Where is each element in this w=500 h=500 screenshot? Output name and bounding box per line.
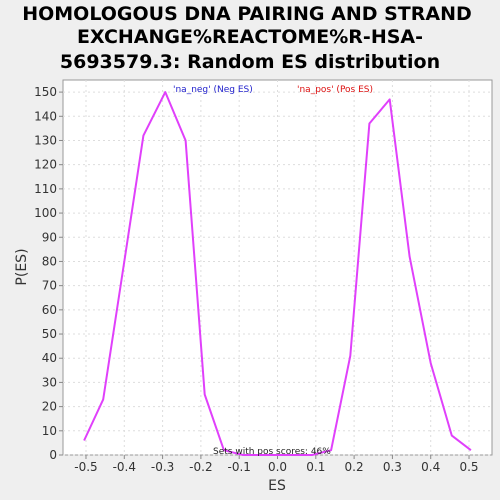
x-tick-label: -0.2 <box>189 460 212 474</box>
x-tick-label: 0.0 <box>268 460 287 474</box>
es-distribution-line <box>83 91 472 456</box>
y-tick-label: 70 <box>42 279 57 293</box>
y-tick-label: 110 <box>34 182 57 196</box>
x-tick-label: -0.4 <box>113 460 136 474</box>
y-tick-label: 30 <box>42 375 57 389</box>
x-tick-label: 0.1 <box>306 460 325 474</box>
x-axis-label: ES <box>268 478 286 494</box>
grid <box>63 80 492 456</box>
y-axis-label: P(ES) <box>14 248 30 285</box>
x-tick-label: -0.3 <box>151 460 174 474</box>
y-tick-label: 10 <box>42 424 57 438</box>
legend-entry-neg: 'na_neg' (Neg ES) <box>173 85 253 95</box>
x-axis-ticks: -0.5 -0.4 -0.3 -0.2 -0.1 0.0 0.1 0.2 0.3 0.4 0.5 <box>74 455 479 474</box>
series-layer <box>83 91 472 456</box>
y-tick-label: 90 <box>42 230 57 244</box>
chart-title-line-2: EXCHANGE%REACTOME%R-HSA- <box>77 26 423 48</box>
y-tick-label: 40 <box>42 351 57 365</box>
x-tick-label: -0.1 <box>227 460 250 474</box>
y-tick-label: 80 <box>42 254 57 268</box>
y-tick-label: 0 <box>49 448 57 462</box>
x-tick-label: 0.2 <box>345 460 364 474</box>
y-tick-label: 50 <box>42 327 57 341</box>
x-tick-label: -0.5 <box>74 460 97 474</box>
y-tick-label: 60 <box>42 303 57 317</box>
x-tick-label: 0.4 <box>421 460 440 474</box>
x-tick-label: 0.3 <box>383 460 402 474</box>
y-tick-label: 20 <box>42 400 57 414</box>
y-tick-label: 140 <box>34 109 57 123</box>
y-tick-label: 150 <box>34 85 57 99</box>
y-axis-ticks: 0 10 20 30 40 50 60 70 80 90 100 110 120 130 140 150 <box>34 85 63 462</box>
plot-area <box>62 79 493 456</box>
pos-scores-annotation: Sets with pos scores: 46% <box>213 447 331 457</box>
legend-entry-pos: 'na_pos' (Pos ES) <box>297 85 373 95</box>
chart-title-line-3: 5693579.3: Random ES distribution <box>60 51 440 73</box>
chart-title-line-1: HOMOLOGOUS DNA PAIRING AND STRAND <box>22 3 472 25</box>
y-tick-label: 130 <box>34 133 57 147</box>
y-tick-label: 100 <box>34 206 57 220</box>
x-tick-label: 0.5 <box>459 460 478 474</box>
y-tick-label: 120 <box>34 158 57 172</box>
chart-title: HOMOLOGOUS DNA PAIRING AND STRAND EXCHAN… <box>22 3 472 73</box>
